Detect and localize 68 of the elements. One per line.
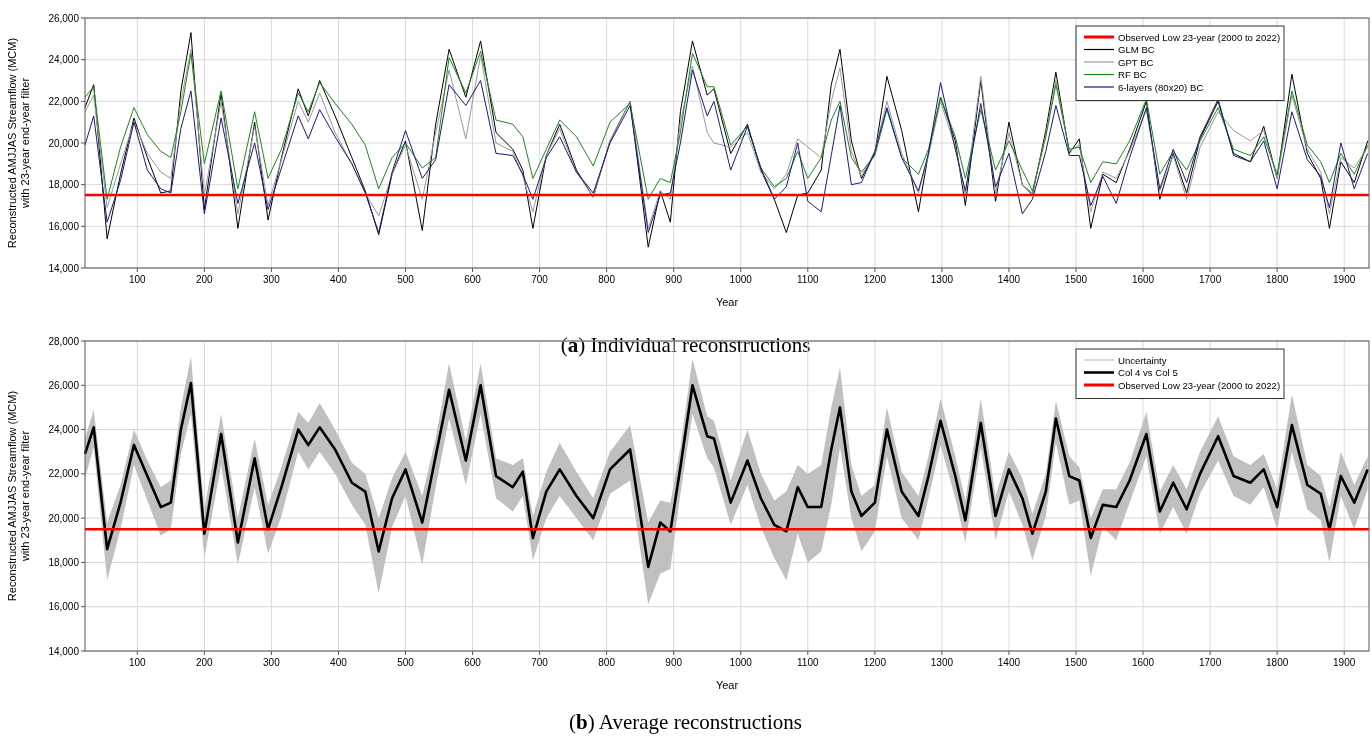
y-axis-title: Reconstructed AMJJAS Streamflow (MCM) with 23-year end-year filter [5,390,31,602]
x-axis-title: Year [715,296,739,308]
text: (b) Average reconstructions [569,710,802,734]
x-tick-label: 200 [196,274,214,285]
legend-label: GPT BC [1118,56,1154,68]
legend-label: Observed Low 23-year (2000 to 2022) [1118,379,1281,391]
legend-label: RF BC [1118,69,1147,80]
legend-label: 6-layers (80x20) BC [1118,81,1204,93]
line-series [83,381,1369,569]
x-tick-label: 500 [397,274,415,285]
x-tick-label: 100 [128,657,147,668]
x-tick-label: 600 [464,274,482,285]
x-tick-label: 1700 [1198,657,1222,668]
y-tick-label: 24,000 [48,424,80,436]
x-tick-label: 1700 [1198,274,1222,285]
x-tick-label: 600 [464,657,482,668]
y-tick-label: 28,000 [48,335,80,347]
x-tick-label: 1400 [997,274,1021,285]
y-axis-title: Reconstructed AMJJAS Streamflow (MCM) with 23-year end-year filter [5,37,31,249]
x-tick-label: 800 [598,657,616,668]
y-tick-label: 26,000 [48,379,80,391]
x-tick-label: 400 [330,274,348,285]
legend-label: Col 4 vs Col 5 [1118,367,1178,378]
x-tick-label: 1900 [1333,657,1356,668]
x-tick-label: 300 [263,657,281,668]
annotation: Uncertainty [1118,354,1167,366]
y-tick-label: 24,000 [48,54,80,66]
legend-label: Observed Low 23-year (2000 to 2022) [1118,31,1281,43]
y-tick-label: 20,000 [48,512,80,524]
x-tick-label: 1200 [863,274,887,285]
x-tick-label: 900 [665,274,683,285]
x-tick-label: 700 [531,274,549,285]
x-tick-label: 1500 [1064,274,1088,285]
x-tick-label: 1800 [1266,274,1289,285]
x-tick-label: 700 [531,657,549,668]
x-tick-label: 1300 [930,274,954,285]
x-tick-label: 1400 [997,657,1021,668]
x-axis-title: Year [715,679,739,691]
x-tick-label: 900 [665,657,683,668]
y-tick-label: 18,000 [48,179,80,191]
x-tick-label: 1500 [1064,657,1088,668]
x-tick-label: 400 [330,657,348,668]
y-tick-label: 18,000 [48,556,80,568]
y-tick-label: 22,000 [48,468,80,480]
x-tick-label: 1000 [729,274,753,285]
x-tick-label: 1300 [930,657,954,668]
x-tick-label: 1100 [797,274,819,285]
x-tick-label: 300 [263,274,281,285]
y-tick-label: 20,000 [48,137,80,149]
y-tick-label: 22,000 [48,95,80,107]
x-tick-label: 200 [196,657,214,668]
y-tick-label: 16,000 [48,601,80,613]
x-tick-label: 100 [128,274,147,285]
y-tick-label: 14,000 [48,645,80,657]
x-tick-label: 1600 [1131,274,1155,285]
y-tick-label: 26,000 [48,12,80,24]
text: (a) Individual reconstructions [560,333,811,357]
x-tick-label: 1100 [797,657,819,668]
x-tick-label: 1900 [1333,274,1356,285]
x-tick-label: 1200 [863,657,887,668]
x-tick-label: 1800 [1266,657,1289,668]
x-tick-label: 1000 [729,657,753,668]
x-tick-label: 500 [397,657,415,668]
x-tick-label: 1600 [1131,657,1155,668]
legend-label: GLM BC [1118,44,1155,55]
x-tick-label: 800 [598,274,616,285]
y-tick-label: 16,000 [48,220,80,232]
y-tick-label: 14,000 [48,262,80,274]
